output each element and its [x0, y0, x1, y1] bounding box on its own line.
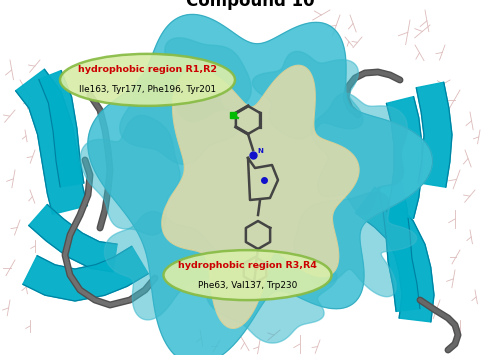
Text: Compound 10: Compound 10	[186, 0, 314, 10]
Text: hydrophobic region R3,R4: hydrophobic region R3,R4	[178, 261, 317, 270]
Text: Ile163, Tyr177, Phe196, Tyr201: Ile163, Tyr177, Phe196, Tyr201	[79, 85, 216, 94]
Text: hydrophobic region R1,R2: hydrophobic region R1,R2	[78, 65, 217, 75]
Ellipse shape	[164, 250, 332, 300]
Polygon shape	[162, 65, 359, 328]
Polygon shape	[206, 254, 337, 343]
Polygon shape	[23, 246, 148, 301]
Polygon shape	[312, 93, 408, 215]
Polygon shape	[39, 71, 84, 187]
Polygon shape	[294, 192, 416, 297]
Text: Phe63, Val137, Trp230: Phe63, Val137, Trp230	[198, 280, 297, 290]
Polygon shape	[120, 70, 239, 164]
Text: N: N	[257, 148, 263, 154]
Polygon shape	[136, 38, 252, 121]
Polygon shape	[104, 212, 220, 320]
Polygon shape	[252, 51, 363, 139]
Polygon shape	[416, 82, 452, 187]
Ellipse shape	[60, 54, 235, 106]
Polygon shape	[16, 69, 88, 214]
Polygon shape	[386, 97, 422, 218]
Polygon shape	[80, 115, 180, 235]
Polygon shape	[378, 182, 420, 311]
Polygon shape	[356, 187, 434, 322]
Polygon shape	[28, 204, 117, 272]
Polygon shape	[88, 15, 432, 355]
